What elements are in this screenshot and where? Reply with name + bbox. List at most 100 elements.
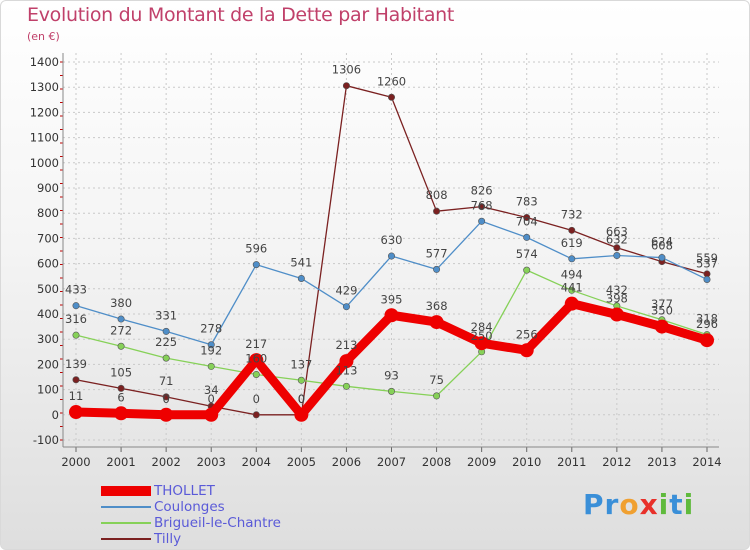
y-tick-label: 1200	[30, 105, 59, 119]
x-tick-label: 2013	[647, 455, 676, 469]
data-label-thollet: 256	[516, 327, 538, 341]
data-point-coulonges	[387, 252, 395, 260]
x-tick-label: 2008	[422, 455, 451, 469]
data-point-tilly	[117, 384, 125, 392]
x-tick-label: 2011	[557, 455, 586, 469]
data-point-thollet	[384, 308, 399, 323]
data-point-tilly	[568, 226, 576, 234]
legend: THOLLET Coulonges Brigueil-le-Chantre Tilly	[101, 483, 281, 547]
data-label-coulonges: 630	[381, 233, 403, 247]
data-point-brigueil-le-chantre	[207, 362, 215, 370]
data-point-thollet	[204, 407, 219, 422]
data-point-coulonges	[568, 255, 576, 263]
data-label-thollet: 0	[208, 392, 215, 406]
data-label-coulonges: 704	[516, 214, 538, 228]
data-point-brigueil-le-chantre	[72, 331, 80, 339]
data-label-thollet: 296	[696, 317, 718, 331]
data-label-coulonges: 624	[651, 235, 673, 249]
data-point-thollet	[564, 296, 579, 311]
data-point-thollet	[474, 336, 489, 351]
data-label-brigueil-le-chantre: 316	[65, 312, 87, 326]
data-point-coulonges	[613, 252, 621, 260]
data-label-tilly: 663	[606, 225, 628, 239]
chart-unit-label: (en €)	[27, 30, 60, 43]
y-tick-label: 200	[37, 357, 59, 371]
data-label-thollet: 398	[606, 292, 628, 306]
data-point-tilly	[72, 376, 80, 384]
data-point-brigueil-le-chantre	[297, 376, 305, 384]
data-point-tilly	[613, 244, 621, 252]
data-point-thollet	[69, 405, 83, 420]
data-label-tilly: 608	[651, 239, 673, 253]
data-label-brigueil-le-chantre: 75	[429, 373, 444, 387]
data-label-tilly: 559	[696, 251, 718, 265]
data-label-thollet: 284	[471, 320, 493, 334]
x-tick-label: 2000	[61, 455, 90, 469]
data-label-thollet: 0	[298, 392, 305, 406]
data-label-thollet: 217	[245, 337, 267, 351]
data-point-tilly	[252, 411, 260, 419]
data-label-brigueil-le-chantre: 377	[651, 297, 673, 311]
x-tick-label: 2003	[197, 455, 226, 469]
data-point-coulonges	[523, 233, 531, 241]
data-point-brigueil-le-chantre	[568, 286, 576, 294]
data-label-coulonges: 331	[155, 308, 177, 322]
chart-title: Evolution du Montant de la Dette par Hab…	[27, 4, 455, 26]
y-tick-label: 300	[37, 332, 59, 346]
data-label-brigueil-le-chantre: 432	[606, 283, 628, 297]
data-point-brigueil-le-chantre	[162, 354, 170, 362]
legend-swatch	[101, 506, 151, 508]
legend-label: Brigueil-le-Chantre	[154, 515, 281, 531]
data-label-thollet: 395	[381, 292, 403, 306]
x-tick-label: 2010	[512, 455, 541, 469]
data-point-brigueil-le-chantre	[523, 266, 531, 274]
data-label-tilly: 139	[65, 357, 87, 371]
x-tick-label: 2002	[152, 455, 181, 469]
legend-swatch	[101, 522, 151, 524]
data-label-brigueil-le-chantre: 160	[245, 351, 267, 365]
data-label-coulonges: 429	[335, 284, 357, 298]
data-label-coulonges: 632	[606, 233, 628, 247]
data-label-brigueil-le-chantre: 113	[335, 363, 357, 377]
data-point-coulonges	[658, 254, 666, 262]
logo-letter: i	[658, 488, 670, 521]
data-point-thollet	[429, 315, 444, 330]
y-tick-label: -100	[33, 433, 59, 447]
data-point-coulonges	[72, 302, 80, 310]
legend-label: Coulonges	[154, 499, 225, 515]
data-label-thollet: 6	[117, 390, 124, 404]
data-label-coulonges: 433	[65, 283, 87, 297]
data-label-tilly: 1260	[377, 74, 406, 88]
legend-item: Tilly	[101, 531, 281, 547]
y-tick-label: 400	[37, 307, 59, 321]
data-label-tilly: 1306	[332, 63, 361, 77]
data-label-brigueil-le-chantre: 272	[110, 323, 132, 337]
data-label-tilly: 808	[426, 188, 448, 202]
data-label-tilly: 34	[204, 383, 219, 397]
data-point-thollet	[114, 406, 129, 421]
data-label-thollet: 368	[426, 299, 448, 313]
data-point-thollet	[700, 333, 714, 348]
legend-item: Brigueil-le-Chantre	[101, 515, 281, 531]
data-point-coulonges	[252, 261, 260, 269]
data-point-tilly	[342, 82, 350, 90]
data-label-coulonges: 596	[245, 242, 267, 256]
x-tick-label: 2009	[467, 455, 496, 469]
data-point-coulonges	[117, 315, 125, 323]
data-label-brigueil-le-chantre: 137	[290, 357, 312, 371]
series-group	[69, 82, 714, 422]
data-point-tilly	[162, 393, 170, 401]
x-tick-label: 2004	[242, 455, 271, 469]
y-tick-label: 900	[37, 181, 59, 195]
logo-letter: P	[583, 488, 605, 521]
y-tick-label: 1400	[30, 55, 59, 69]
y-tick-label: 800	[37, 206, 59, 220]
x-tick-label: 2014	[692, 455, 721, 469]
data-point-coulonges	[342, 303, 350, 311]
logo-letter: i	[683, 488, 695, 521]
data-label-coulonges: 537	[696, 256, 718, 270]
data-label-brigueil-le-chantre: 494	[561, 267, 583, 281]
